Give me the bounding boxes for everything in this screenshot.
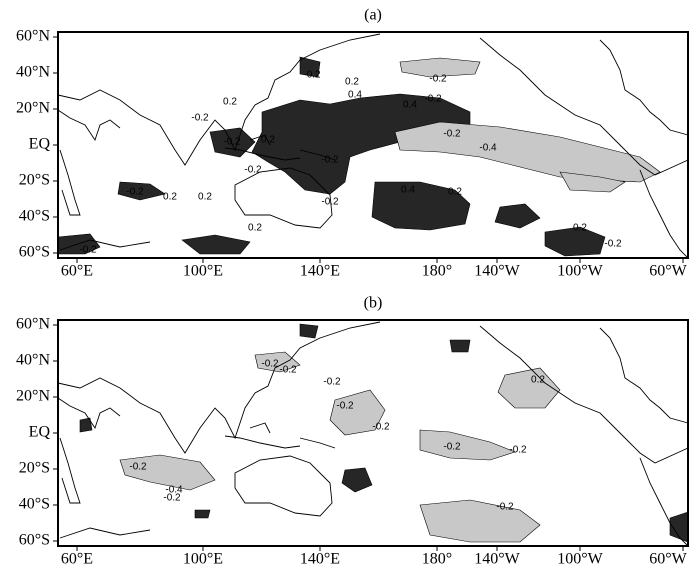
contour-label: -0.2 (604, 239, 622, 250)
contour-label: -0.2 (244, 165, 262, 176)
shaded-region (419, 499, 541, 543)
shaded-region (254, 351, 301, 373)
contour-label: 0.4 (348, 90, 362, 101)
lat-label: 40°N (16, 64, 50, 81)
lon-label: 100°E (183, 551, 223, 568)
lon-label: 60°E (61, 551, 93, 568)
shaded-region (341, 467, 373, 493)
contour-label: 0.2 (223, 97, 237, 108)
lat-label: 40°S (19, 208, 50, 225)
panel-label: (b) (364, 295, 383, 312)
lon-label: 60°W (649, 551, 687, 568)
panel-frame (57, 319, 689, 547)
contour-label: -0.2 (279, 365, 297, 376)
contour-label: 0.2 (198, 192, 212, 203)
contour-label: -0.2 (79, 245, 97, 256)
contour-label: 0.4 (403, 100, 417, 111)
shaded-region (119, 454, 216, 491)
shaded-region (79, 417, 93, 433)
shaded-region (559, 171, 626, 193)
contour-label: 0.2 (163, 192, 177, 203)
lon-label: 180° (422, 263, 452, 280)
contour-label: -0.2 (509, 445, 527, 456)
shaded-region (209, 127, 256, 158)
shaded-region (399, 57, 481, 78)
contour-label: -0.2 (321, 197, 339, 208)
contour-label: 0.2 (248, 223, 262, 234)
lat-label: 40°S (19, 496, 50, 513)
shaded-region (497, 367, 561, 409)
contour-label: -0.2 (496, 502, 514, 513)
shaded-region (299, 323, 319, 339)
lon-label: 60°W (649, 263, 687, 280)
contour-label: 0.2 (448, 187, 462, 198)
panel-label: (a) (364, 7, 382, 24)
contour-label: -0.2 (429, 74, 447, 85)
shaded-region (329, 389, 386, 436)
lon-label: 100°W (557, 263, 603, 280)
contour-label: -0.2 (321, 155, 339, 166)
contour-label: 0.2 (345, 77, 359, 88)
lat-label: 40°N (16, 352, 50, 369)
shaded-region (494, 203, 541, 229)
contour-label: -0.2 (126, 187, 144, 198)
contour-label: -0.2 (372, 422, 390, 433)
shaded-region (394, 121, 661, 183)
contour-label: 0.2 (261, 135, 275, 146)
lat-label: 60°S (19, 532, 50, 549)
contour-label: 0.4 (401, 185, 415, 196)
lat-label: 20°S (19, 460, 50, 477)
lon-label: 140°W (474, 263, 520, 280)
contour-label: -0.2 (261, 359, 279, 370)
shaded-region (181, 234, 251, 255)
contour-label: -0.2 (443, 442, 461, 453)
contour-label: -0.2 (424, 94, 442, 105)
shaded-region (371, 181, 471, 231)
shaded-region (419, 429, 516, 461)
lat-label: 60°S (19, 244, 50, 261)
lat-label: EQ (29, 136, 51, 153)
lon-label: 100°W (557, 551, 603, 568)
lon-label: 140°E (300, 551, 340, 568)
lon-label: 180° (422, 551, 452, 568)
contour-label: -0.2 (323, 377, 341, 388)
contour-label: -0.2 (336, 401, 354, 412)
lat-label: 20°S (19, 172, 50, 189)
lat-label: EQ (29, 424, 51, 441)
contour-label: -0.4 (165, 485, 183, 496)
shaded-region (299, 56, 321, 78)
contour-label: -0.2 (443, 129, 461, 140)
lon-label: 60°E (61, 263, 93, 280)
shaded-region (544, 226, 606, 257)
contour-label: -0.2 (223, 137, 241, 148)
map-panel: -0.2-0.2-0.2-0.2-0.2-0.2-0.2-0.4-0.2-0.2… (16, 295, 689, 568)
contour-label: -0.2 (303, 70, 321, 81)
lat-label: 60°N (16, 28, 50, 45)
lat-label: 20°N (16, 388, 50, 405)
contour-label: -0.2 (191, 113, 209, 124)
map-panel: -0.2 0.2 -0.2 0.4 0.4 -0.2 0.2 -0.2 -0.2 0.2 -0.2 -… (16, 7, 689, 280)
lon-label: 100°E (183, 263, 223, 280)
contour-label: 0.2 (573, 223, 587, 234)
lon-label: 140°E (300, 263, 340, 280)
lat-label: 20°N (16, 100, 50, 117)
contour-label: 0.2 (531, 375, 545, 386)
lat-label: 60°N (16, 316, 50, 333)
shaded-region (251, 93, 471, 195)
coastline (57, 321, 689, 547)
contour-label: -0.2 (129, 462, 147, 473)
shaded-region (117, 181, 166, 201)
shaded-region (194, 509, 211, 519)
shaded-region (449, 339, 471, 353)
lon-label: 140°W (474, 551, 520, 568)
contour-label: -0.2 (163, 493, 181, 504)
contour-label: -0.4 (479, 143, 497, 154)
